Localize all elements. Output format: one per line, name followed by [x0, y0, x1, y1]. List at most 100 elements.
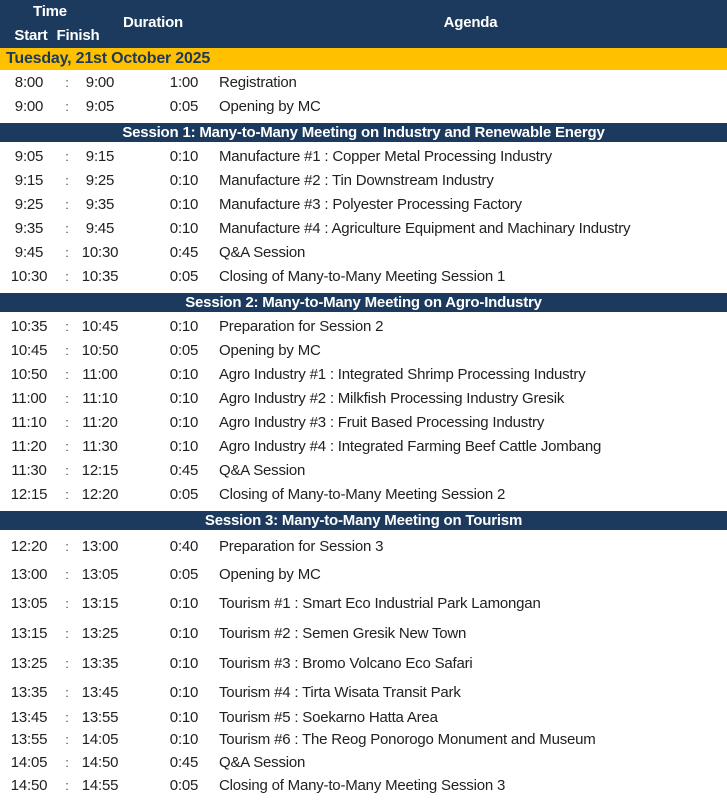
duration-value: 0:10 — [169, 708, 199, 726]
agenda-text: Preparation for Session 3 — [219, 537, 384, 555]
agenda-text: Q&A Session — [219, 243, 306, 261]
finish-time: 10:35 — [81, 267, 119, 285]
agenda-text: Manufacture #3 : Polyester Processing Fa… — [219, 195, 522, 213]
duration-value: 0:10 — [169, 195, 199, 213]
finish-time: 13:00 — [81, 537, 119, 555]
finish-time: 9:05 — [85, 97, 115, 115]
start-time: 9:15 — [14, 171, 44, 189]
duration-value: 0:10 — [169, 594, 199, 612]
start-time: 10:50 — [10, 365, 48, 383]
agenda-text: Tourism #3 : Bromo Volcano Eco Safari — [219, 654, 473, 672]
start-time: 13:05 — [10, 594, 48, 612]
schedule-row: 9:25 : 9:35 0:10 Manufacture #3 : Polyes… — [0, 192, 727, 216]
start-time: 13:55 — [10, 731, 48, 748]
start-time: 14:05 — [10, 754, 48, 771]
agenda-text: Agro Industry #2 : Milkfish Processing I… — [219, 389, 565, 407]
schedule-row: 11:10 : 11:20 0:10 Agro Industry #3 : Fr… — [0, 410, 727, 434]
start-time: 11:30 — [11, 461, 47, 479]
agenda-text: Q&A Session — [219, 461, 306, 479]
duration-value: 0:05 — [169, 267, 199, 285]
schedule-row: 9:05 : 9:15 0:10 Manufacture #1 : Copper… — [0, 144, 727, 168]
schedule-row: 9:35 : 9:45 0:10 Manufacture #4 : Agricu… — [0, 216, 727, 240]
time-separator: : — [65, 268, 69, 284]
agenda-text: Preparation for Session 2 — [219, 317, 384, 335]
column-header-start: Start — [14, 27, 48, 44]
agenda-text: Closing of Many-to-Many Meeting Session … — [219, 777, 506, 794]
duration-value: 0:10 — [169, 437, 199, 455]
agenda-text: Agro Industry #4 : Integrated Farming Be… — [219, 437, 602, 455]
finish-time: 11:30 — [82, 437, 118, 455]
column-header-time: Time — [33, 3, 67, 20]
agenda-text: Opening by MC — [219, 565, 321, 583]
start-time: 10:30 — [10, 267, 48, 285]
schedule-row: 12:20 : 13:00 0:40 Preparation for Sessi… — [0, 532, 727, 560]
time-separator: : — [65, 684, 69, 700]
start-time: 13:45 — [10, 708, 48, 726]
schedule-row: 10:45 : 10:50 0:05 Opening by MC — [0, 338, 727, 362]
finish-time: 13:15 — [81, 594, 119, 612]
time-separator: : — [65, 172, 69, 188]
finish-time: 9:35 — [85, 195, 115, 213]
start-time: 13:00 — [10, 565, 48, 583]
time-separator: : — [65, 462, 69, 478]
agenda-text: Tourism #4 : Tirta Wisata Transit Park — [219, 683, 461, 701]
time-separator: : — [65, 148, 69, 164]
schedule-row: 9:15 : 9:25 0:10 Manufacture #2 : Tin Do… — [0, 168, 727, 192]
start-time: 11:00 — [11, 389, 47, 407]
agenda-text: Manufacture #4 : Agriculture Equipment a… — [219, 219, 631, 237]
finish-time: 11:20 — [82, 413, 118, 431]
schedule-row: 13:45 : 13:55 0:10 Tourism #5 : Soekarno… — [0, 706, 727, 728]
time-separator: : — [65, 655, 69, 671]
time-separator: : — [65, 625, 69, 641]
time-separator: : — [65, 366, 69, 382]
time-separator: : — [65, 566, 69, 582]
time-separator: : — [65, 390, 69, 406]
finish-time: 12:15 — [81, 461, 119, 479]
duration-value: 0:45 — [169, 754, 199, 771]
start-time: 9:05 — [14, 147, 44, 165]
time-separator: : — [65, 220, 69, 236]
duration-value: 0:10 — [169, 683, 199, 701]
time-separator: : — [65, 438, 69, 454]
time-separator: : — [65, 342, 69, 358]
schedule-row: 11:20 : 11:30 0:10 Agro Industry #4 : In… — [0, 434, 727, 458]
finish-time: 10:30 — [81, 243, 119, 261]
start-time: 8:00 — [14, 73, 44, 91]
agenda-text: Tourism #2 : Semen Gresik New Town — [219, 624, 467, 642]
schedule-row: 13:25 : 13:35 0:10 Tourism #3 : Bromo Vo… — [0, 648, 727, 678]
start-time: 14:50 — [10, 777, 48, 794]
time-separator: : — [65, 74, 69, 90]
schedule-row: 14:50 : 14:55 0:05 Closing of Many-to-Ma… — [0, 774, 727, 797]
time-separator: : — [65, 414, 69, 430]
finish-time: 9:15 — [85, 147, 115, 165]
session-title: Session 1: Many-to-Many Meeting on Indus… — [122, 124, 605, 141]
time-separator: : — [65, 755, 69, 770]
agenda-text: Manufacture #1 : Copper Metal Processing… — [219, 147, 552, 165]
finish-time: 11:00 — [82, 365, 118, 383]
table-body: Tuesday, 21st October 2025 8:00 : 9:00 1… — [0, 48, 727, 797]
start-time: 13:15 — [10, 624, 48, 642]
agenda-text: Manufacture #2 : Tin Downstream Industry — [219, 171, 494, 189]
duration-value: 1:00 — [169, 73, 199, 91]
date-label: Tuesday, 21st October 2025 — [6, 50, 211, 67]
schedule-row: 11:30 : 12:15 0:45 Q&A Session — [0, 458, 727, 482]
duration-value: 0:10 — [169, 365, 199, 383]
duration-value: 0:10 — [169, 654, 199, 672]
start-time: 13:25 — [10, 654, 48, 672]
schedule-row: 10:50 : 11:00 0:10 Agro Industry #1 : In… — [0, 362, 727, 386]
schedule-row: 8:00 : 9:00 1:00 Registration — [0, 70, 727, 94]
schedule-row: 13:00 : 13:05 0:05 Opening by MC — [0, 560, 727, 588]
agenda-text: Tourism #1 : Smart Eco Industrial Park L… — [219, 594, 541, 612]
duration-value: 0:05 — [169, 565, 199, 583]
session-header-row: Session 2: Many-to-Many Meeting on Agro-… — [0, 293, 727, 312]
start-time: 12:15 — [10, 485, 48, 503]
start-time: 12:20 — [10, 537, 48, 555]
session-header-row: Session 3: Many-to-Many Meeting on Touri… — [0, 511, 727, 530]
duration-value: 0:05 — [169, 485, 199, 503]
time-separator: : — [65, 196, 69, 212]
date-row: Tuesday, 21st October 2025 — [0, 48, 727, 70]
agenda-text: Agro Industry #3 : Fruit Based Processin… — [219, 413, 545, 431]
finish-time: 9:25 — [85, 171, 115, 189]
start-time: 10:45 — [10, 341, 48, 359]
